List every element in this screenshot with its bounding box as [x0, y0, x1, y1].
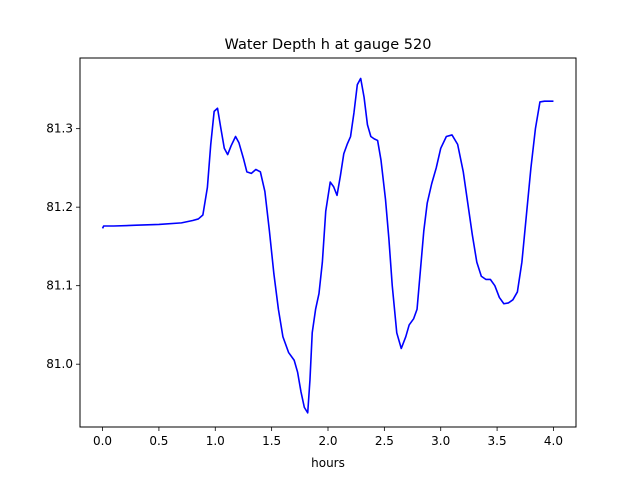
y-tick-label: 81.1: [46, 279, 73, 293]
x-tick-label: 1.0: [206, 434, 225, 448]
chart-title: Water Depth h at gauge 520: [225, 37, 432, 53]
x-axis: 0.0 0.5 1.0 1.5 2.0 2.5 3.0 3.5 4.0: [93, 427, 563, 448]
x-axis-label: hours: [311, 456, 345, 470]
plot-area: [80, 58, 576, 427]
x-tick-label: 3.0: [431, 434, 450, 448]
x-tick-label: 0.5: [149, 434, 168, 448]
series-line-0: [101, 77, 554, 414]
x-tick-label: 0.0: [93, 434, 112, 448]
x-tick-label: 1.5: [262, 434, 281, 448]
x-tick-label: 4.0: [544, 434, 563, 448]
series-layer: [101, 77, 554, 414]
y-tick-label: 81.3: [46, 122, 73, 136]
y-axis: 81.0 81.1 81.2 81.3: [46, 122, 80, 371]
x-tick-label: 2.0: [318, 434, 337, 448]
x-tick-label: 3.5: [488, 434, 507, 448]
y-tick-label: 81.2: [46, 200, 73, 214]
x-tick-label: 2.5: [375, 434, 394, 448]
y-tick-label: 81.0: [46, 357, 73, 371]
